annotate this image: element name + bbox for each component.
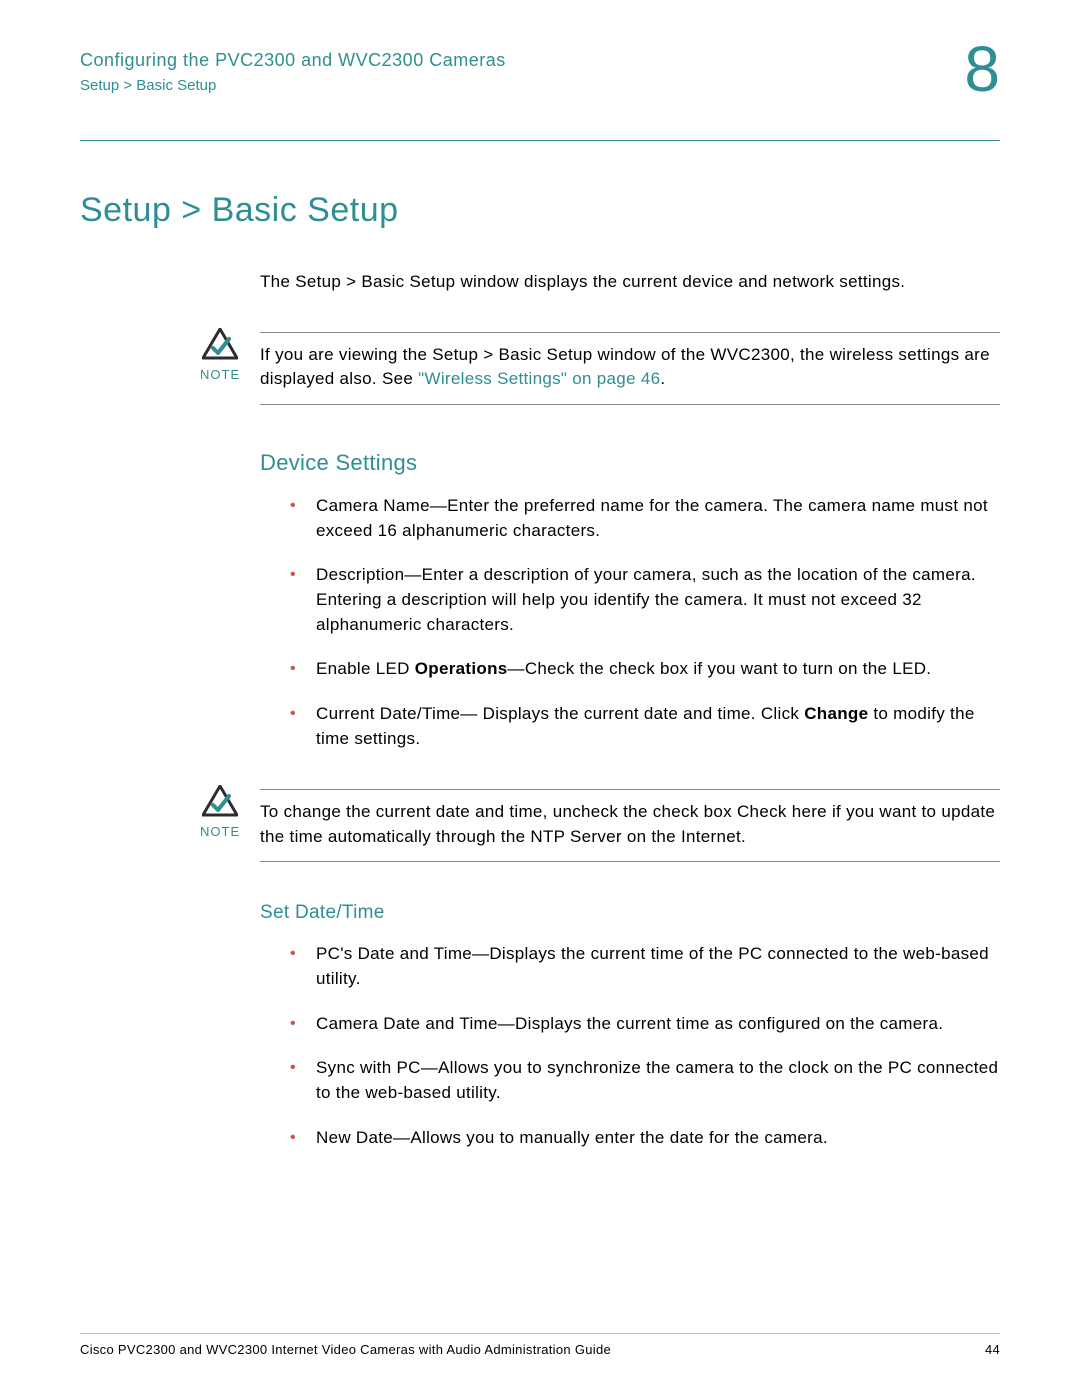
list-item: New Date—Allows you to manually enter th…	[290, 1126, 1000, 1151]
note-body-2: To change the current date and time, unc…	[260, 800, 1000, 849]
note-rule-bottom	[260, 404, 1000, 405]
item-lead: Enable LED	[316, 659, 415, 678]
list-item: PC's Date and Time—Displays the current …	[290, 942, 1000, 991]
checkmark-triangle-icon	[202, 328, 238, 360]
footer-doc-title: Cisco PVC2300 and WVC2300 Internet Video…	[80, 1342, 611, 1357]
document-page: Configuring the PVC2300 and WVC2300 Came…	[0, 0, 1080, 1397]
wireless-settings-link[interactable]: "Wireless Settings" on page 46	[418, 369, 660, 388]
item-rest: —Check the check box if you want to turn…	[508, 659, 932, 678]
list-item: Camera Name—Enter the preferred name for…	[290, 494, 1000, 543]
footer-rule	[80, 1333, 1000, 1334]
item-lead: New Date	[316, 1128, 393, 1147]
list-item: Sync with PC—Allows you to synchronize t…	[290, 1056, 1000, 1105]
item-rest: —Enter a description of your camera, suc…	[316, 565, 976, 633]
note-label: NOTE	[200, 367, 240, 382]
list-item: Enable LED Operations—Check the check bo…	[290, 657, 1000, 682]
list-item: Camera Date and Time—Displays the curren…	[290, 1012, 1000, 1037]
item-lead: Description	[316, 565, 404, 584]
item-lead: Current Date/Time—	[316, 704, 483, 723]
note-rule-bottom	[260, 861, 1000, 862]
page-number: 44	[985, 1342, 1000, 1357]
note-text-post: .	[660, 369, 665, 388]
page-header: Configuring the PVC2300 and WVC2300 Came…	[80, 50, 1000, 120]
item-rest: —Allows you to manually enter the date f…	[393, 1128, 828, 1147]
list-item: Current Date/Time— Displays the current …	[290, 702, 1000, 751]
note-icon: NOTE	[200, 328, 240, 382]
item-lead: PC's Date and Time	[316, 944, 472, 963]
item-lead: Sync with PC	[316, 1058, 421, 1077]
item-rest: —Displays the current time as configured…	[498, 1014, 943, 1033]
note-label: NOTE	[200, 824, 240, 839]
list-item: Description—Enter a description of your …	[290, 563, 1000, 637]
item-bold: Change	[804, 704, 868, 723]
page-footer: Cisco PVC2300 and WVC2300 Internet Video…	[80, 1333, 1000, 1357]
section-device-settings: Device Settings	[260, 450, 1000, 476]
item-lead: Camera Date and Time	[316, 1014, 498, 1033]
breadcrumb: Setup > Basic Setup	[80, 77, 1000, 94]
note-text-post: .	[741, 827, 746, 846]
device-settings-list: Camera Name—Enter the preferred name for…	[290, 494, 1000, 751]
note-icon: NOTE	[200, 785, 240, 839]
note-body-1: If you are viewing the Setup > Basic Set…	[260, 343, 1000, 392]
chapter-number: 8	[964, 32, 1000, 106]
item-lead: Camera Name	[316, 496, 430, 515]
note-rule-top	[260, 332, 1000, 333]
note-block-2: NOTE To change the current date and time…	[80, 789, 1000, 862]
note-text-pre: To change the current date and time, unc…	[260, 802, 737, 821]
section-set-date-time: Set Date/Time	[260, 902, 1000, 924]
note-rule-top	[260, 789, 1000, 790]
item-rest: Displays the current date and time. Clic…	[483, 704, 805, 723]
header-rule	[80, 140, 1000, 141]
header-title: Configuring the PVC2300 and WVC2300 Came…	[80, 50, 1000, 71]
set-date-time-list: PC's Date and Time —Displays the current …	[290, 942, 1000, 1150]
page-title: Setup > Basic Setup	[80, 191, 1000, 230]
intro-paragraph: The Setup > Basic Setup window displays …	[260, 270, 1000, 294]
note-block-1: NOTE If you are viewing the Setup > Basi…	[80, 332, 1000, 405]
checkmark-triangle-icon	[202, 785, 238, 817]
item-bold: Operations	[415, 659, 508, 678]
